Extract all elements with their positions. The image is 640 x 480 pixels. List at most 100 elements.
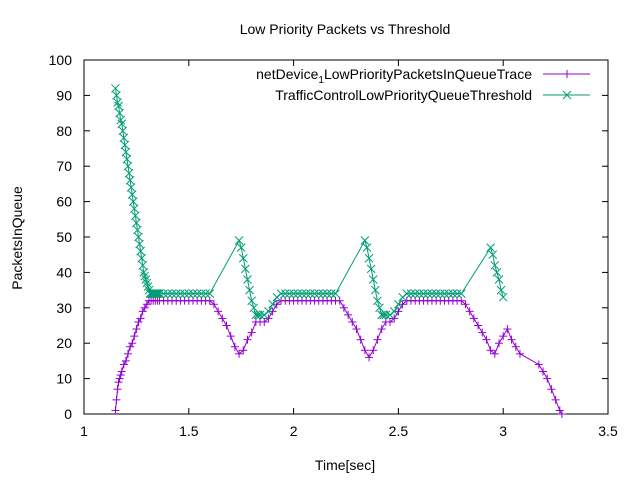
- data-point: [534, 360, 543, 369]
- data-point: [444, 289, 454, 298]
- data-point: [297, 289, 307, 298]
- data-point: [255, 310, 265, 320]
- data-point: [379, 310, 389, 320]
- data-point: [490, 260, 500, 270]
- data-point: [136, 314, 145, 323]
- data-point: [377, 310, 386, 320]
- data-point: [126, 183, 136, 192]
- data-point: [373, 296, 382, 306]
- data-point: [402, 289, 412, 298]
- x-axis-label: Time[sec]: [315, 457, 375, 473]
- plot-frame: [83, 59, 609, 415]
- data-point: [205, 296, 214, 305]
- data-point: [366, 264, 376, 274]
- data-point: [272, 300, 281, 309]
- data-point: [456, 289, 466, 298]
- data-point: [113, 385, 122, 394]
- data-point: [486, 346, 495, 355]
- data-point: [488, 250, 498, 260]
- data-point: [234, 236, 244, 245]
- data-point: [115, 108, 124, 118]
- data-point: [124, 349, 133, 358]
- data-point: [116, 371, 125, 380]
- y-tick-label: 60: [56, 194, 72, 210]
- data-point: [236, 243, 246, 252]
- data-point: [121, 356, 130, 365]
- data-point: [461, 300, 470, 309]
- data-point: [188, 289, 198, 298]
- data-point: [247, 296, 257, 306]
- data-point: [150, 289, 160, 298]
- data-point: [360, 236, 370, 245]
- data-point: [465, 307, 474, 316]
- y-tick-label: 80: [56, 123, 72, 139]
- data-point: [293, 289, 303, 298]
- y-tick-label: 90: [56, 87, 72, 103]
- data-point: [184, 289, 194, 298]
- data-point: [478, 328, 487, 337]
- data-point: [163, 289, 173, 298]
- data-point: [557, 410, 566, 418]
- data-point: [474, 321, 483, 330]
- data-point: [431, 289, 441, 298]
- y-tick-label: 70: [56, 158, 72, 174]
- data-point: [120, 140, 130, 150]
- x-tick-label: 2: [290, 423, 298, 439]
- data-point: [326, 289, 336, 298]
- data-point: [180, 289, 189, 298]
- data-point: [111, 83, 120, 93]
- chart-title: Low Priority Packets vs Threshold: [240, 21, 451, 37]
- data-point: [126, 342, 135, 351]
- data-point: [117, 119, 127, 129]
- data-point: [539, 367, 548, 376]
- data-point: [260, 317, 269, 326]
- data-point: [365, 353, 374, 362]
- data-point: [289, 289, 298, 298]
- data-point: [306, 289, 315, 298]
- data-point: [344, 310, 353, 319]
- data-point: [362, 243, 372, 252]
- data-point: [427, 289, 437, 298]
- data-point: [268, 307, 277, 316]
- data-point: [123, 161, 133, 171]
- data-point: [176, 289, 185, 298]
- y-axis-label: PacketsInQueue: [9, 186, 25, 290]
- data-point: [394, 299, 403, 309]
- data-point: [415, 289, 424, 298]
- data-point: [142, 278, 152, 288]
- data-point: [116, 115, 126, 125]
- y-tick-label: 100: [49, 52, 73, 68]
- data-point: [398, 300, 407, 309]
- data-point: [490, 349, 499, 358]
- data-point: [125, 176, 135, 185]
- data-point: [122, 154, 132, 164]
- data-point: [230, 342, 239, 351]
- data-point: [128, 197, 138, 206]
- data-point: [301, 289, 311, 298]
- data-point: [129, 204, 139, 214]
- data-point: [499, 332, 508, 341]
- data-point: [419, 289, 428, 298]
- data-point: [132, 218, 141, 228]
- data-point: [167, 289, 177, 298]
- series-2: [111, 83, 508, 320]
- data-point: [139, 268, 149, 277]
- data-point: [133, 225, 142, 235]
- legend-label-series-1: netDevice1LowPriorityPacketsInQueueTrace: [256, 66, 532, 86]
- data-point: [118, 126, 128, 136]
- x-tick-label: 3: [499, 423, 507, 439]
- data-point: [159, 289, 169, 298]
- data-point: [448, 289, 458, 298]
- data-point: [369, 346, 378, 355]
- data-point: [280, 289, 290, 298]
- data-point: [495, 339, 504, 348]
- data-point: [492, 268, 502, 277]
- data-point: [112, 395, 121, 404]
- data-point: [435, 289, 445, 298]
- data-point: [111, 406, 120, 415]
- legend-label-series-2: TrafficControlLowPriorityQueueThreshold: [275, 87, 532, 103]
- data-point: [285, 289, 294, 298]
- data-point: [138, 307, 147, 316]
- data-point: [511, 342, 520, 351]
- data-point: [268, 299, 277, 309]
